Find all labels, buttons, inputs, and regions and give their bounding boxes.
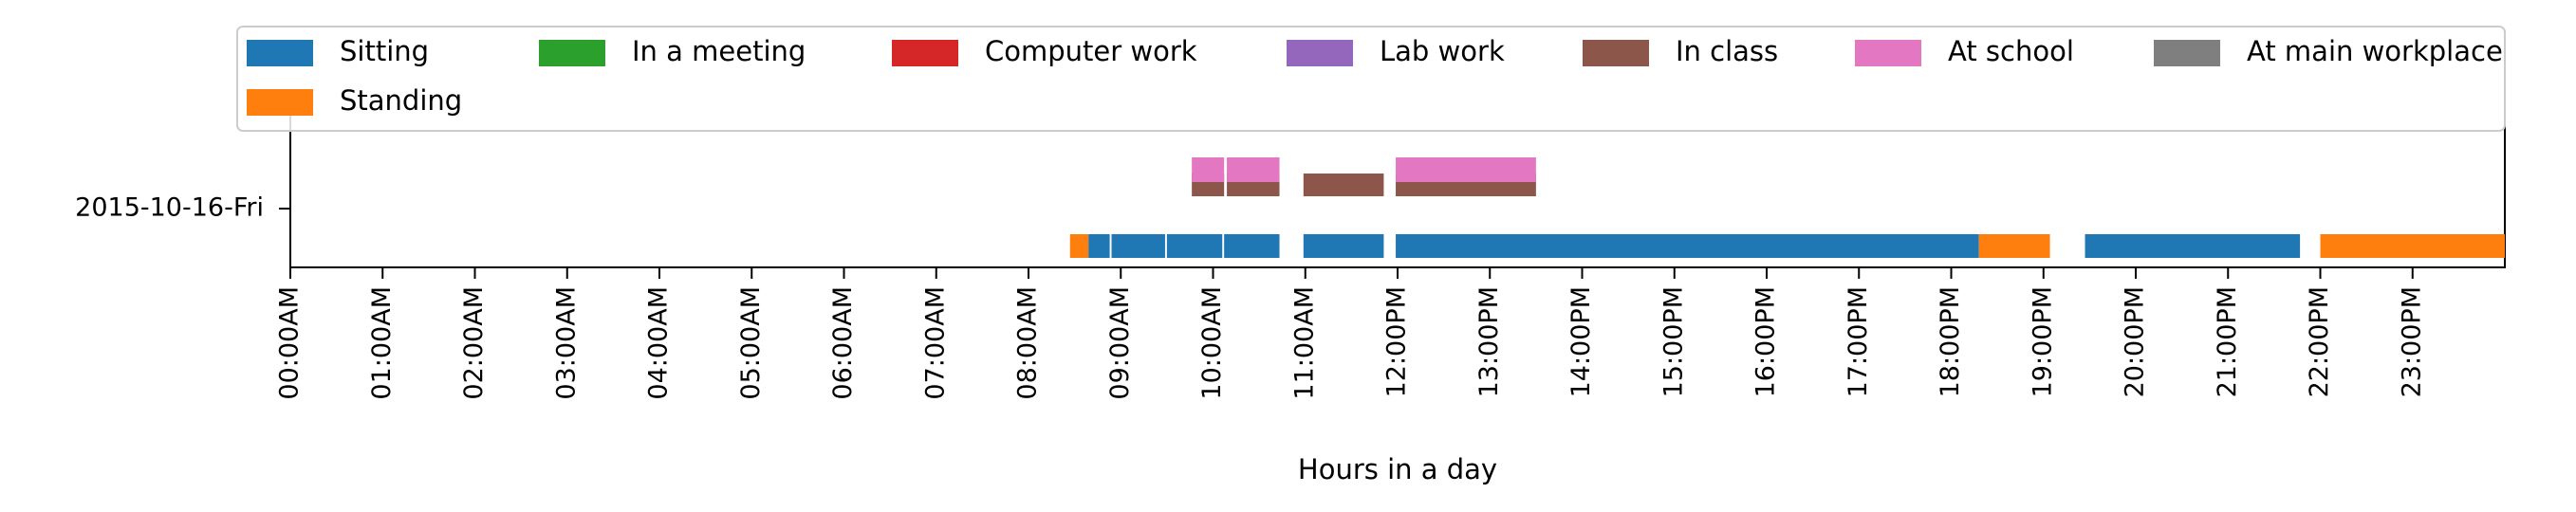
activity-segments [1069, 157, 2505, 258]
legend-item-in-a-meeting: In a meeting [539, 35, 806, 67]
segment-sitting [1396, 234, 1979, 258]
legend-label: Sitting [340, 35, 429, 67]
x-tick-label: 13:00PM [1474, 286, 1504, 397]
x-tick-label: 16:00PM [1751, 286, 1781, 397]
legend-swatch [247, 40, 313, 66]
segment-standing [2320, 234, 2505, 258]
legend-swatch [539, 40, 605, 66]
segment-standing [1069, 234, 1089, 258]
x-tick-label: 03:00AM [551, 286, 581, 400]
segment-sitting [1088, 234, 1110, 258]
x-tick-label: 17:00PM [1844, 286, 1873, 397]
x-tick-label: 06:00AM [828, 286, 858, 400]
legend-swatch [1583, 40, 1649, 66]
x-tick-label: 07:00AM [920, 286, 950, 400]
x-tick-label: 19:00PM [2028, 286, 2057, 397]
x-axis-label: Hours in a day [1298, 453, 1497, 485]
segment-sitting [1303, 234, 1384, 258]
legend-item-computer-work: Computer work [892, 35, 1197, 67]
x-tick-label: 00:00AM [275, 286, 305, 400]
legend-label: In class [1676, 35, 1778, 67]
segment-at-school [1396, 157, 1536, 182]
x-tick-label: 04:00AM [644, 286, 674, 400]
x-tick-label: 20:00PM [2121, 286, 2150, 397]
legend-item-lab-work: Lab work [1287, 35, 1505, 67]
legend-item-sitting: Sitting [247, 35, 429, 67]
legend-items: Sitting In a meeting Computer work Lab work… [247, 35, 2503, 117]
legend-label: In a meeting [632, 35, 806, 67]
legend-item-standing: Standing [247, 84, 462, 117]
x-tick-label: 23:00PM [2397, 286, 2426, 397]
x-tick-label: 01:00AM [367, 286, 397, 400]
legend-swatch [247, 89, 313, 116]
segment-at-school [1192, 157, 1225, 182]
legend-label: Computer work [985, 35, 1197, 67]
plot-area [289, 114, 2506, 268]
segment-standing [1978, 234, 2050, 258]
legend-frame [236, 26, 2506, 132]
legend-item-in-class: In class [1583, 35, 1778, 67]
x-axis-ticks: 00:00AM 01:00AM 02:00AM 03:00AM 04:00AM 05:00… [275, 267, 2426, 400]
legend-label: At school [1948, 35, 2074, 67]
segment-sitting [1224, 234, 1280, 258]
legend-item-at-main-workplace: At main workplace [2154, 35, 2503, 67]
x-tick-label: 02:00AM [459, 286, 489, 400]
legend-swatch [1855, 40, 1921, 66]
x-tick-label: 12:00PM [1382, 286, 1412, 397]
segment-sitting [2085, 234, 2301, 258]
legend-label: Standing [340, 84, 462, 117]
legend-label: At main workplace [2247, 35, 2503, 67]
legend-item-at-school: At school [1855, 35, 2074, 67]
segment-sitting [1111, 234, 1165, 258]
x-tick-label: 09:00AM [1105, 286, 1135, 400]
x-tick-label: 22:00PM [2305, 286, 2334, 397]
x-tick-label: 08:00AM [1013, 286, 1043, 400]
x-tick-label: 10:00AM [1197, 286, 1227, 400]
x-tick-label: 15:00PM [1659, 286, 1688, 397]
legend-label: Lab work [1380, 35, 1505, 67]
segment-in-class [1303, 174, 1384, 196]
x-tick-label: 11:00AM [1289, 286, 1319, 400]
legend-swatch [892, 40, 958, 66]
x-tick-label: 18:00PM [1936, 286, 1965, 397]
y-tick-label: 2015-10-16-Fri [75, 193, 264, 223]
segment-at-school [1227, 157, 1280, 182]
legend-swatch [1287, 40, 1353, 66]
legend-swatch [2154, 40, 2220, 66]
x-tick-label: 14:00PM [1566, 286, 1596, 397]
x-tick-label: 05:00AM [736, 286, 766, 400]
segment-sitting [1166, 234, 1223, 258]
legend: Sitting In a meeting Computer work Lab work… [236, 26, 2506, 132]
x-tick-label: 21:00PM [2213, 286, 2242, 397]
